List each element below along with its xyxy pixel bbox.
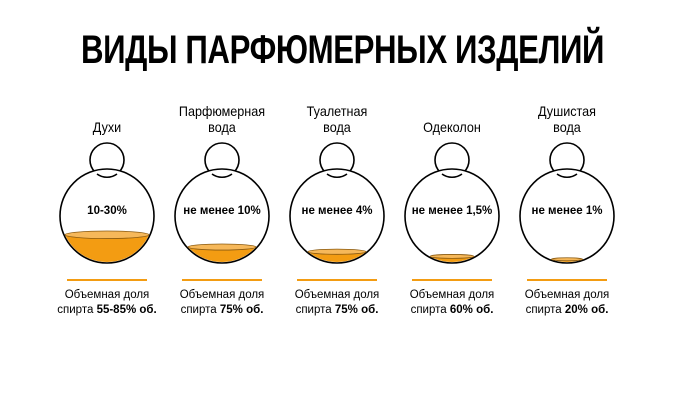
liquid-surface bbox=[429, 254, 475, 259]
alcohol-prefix: спирта bbox=[295, 304, 332, 316]
liquid-surface bbox=[307, 248, 367, 255]
flask-icon: 10-30% bbox=[59, 142, 155, 264]
concentration-label: не менее 10% bbox=[183, 205, 260, 217]
concentration-label: не менее 4% bbox=[302, 205, 373, 217]
alcohol-label: Объемная доля bbox=[294, 289, 380, 301]
alcohol-volume-text: Объемная доля спирта 75% об. bbox=[274, 288, 400, 318]
flask-icon: не менее 1,5% bbox=[404, 142, 500, 264]
flask-body bbox=[519, 168, 615, 264]
alcohol-prefix: спирта bbox=[57, 304, 94, 316]
page-title: ВИДЫ ПАРФЮМЕРНЫХ ИЗДЕЛИЙ bbox=[80, 28, 605, 72]
alcohol-prefix: спирта bbox=[525, 304, 562, 316]
alcohol-label: Объемная доля bbox=[524, 289, 610, 301]
flask-icon: не менее 10% bbox=[174, 142, 270, 264]
flask-neck-outline bbox=[441, 173, 463, 178]
alcohol-line: спирта 20% об. bbox=[504, 303, 630, 318]
perfume-name-line: вода bbox=[323, 119, 351, 135]
alcohol-volume-text: Объемная доля спирта 60% об. bbox=[389, 288, 515, 318]
perfume-name-line: Туалетная bbox=[306, 103, 368, 119]
perfume-name: Одеколон bbox=[401, 119, 504, 135]
flask-body bbox=[289, 168, 385, 264]
perfume-name: Духи bbox=[56, 119, 159, 135]
perfume-type-1: Духи 10-30% Объемная доля спирта 55-85% об. bbox=[50, 0, 164, 405]
alcohol-label: Объемная доля bbox=[179, 289, 265, 301]
divider bbox=[297, 279, 377, 281]
alcohol-label: Объемная доля bbox=[64, 289, 150, 301]
perfume-name: Туалетная вода bbox=[286, 103, 389, 135]
perfume-type-5: Душистая вода не менее 1% Объемная доля спир… bbox=[510, 0, 624, 405]
alcohol-line: спирта 75% об. bbox=[159, 303, 285, 318]
flask-icon: не менее 4% bbox=[289, 142, 385, 264]
perfume-type-4: Одеколон не менее 1,5% Объемная доля спирта… bbox=[395, 0, 509, 405]
concentration-label: не менее 1,5% bbox=[412, 205, 493, 217]
flask-neck-outline bbox=[556, 173, 578, 178]
alcohol-value: 75% об. bbox=[334, 304, 379, 316]
perfume-type-3: Туалетная вода не менее 4% Объемная доля спи… bbox=[280, 0, 394, 405]
liquid-fill bbox=[406, 256, 498, 262]
flask-neck-outline bbox=[96, 173, 118, 178]
flask-neck-outline bbox=[211, 173, 233, 178]
alcohol-volume-text: Объемная доля спирта 55-85% об. bbox=[44, 288, 170, 318]
flask-icon: не менее 1% bbox=[519, 142, 615, 264]
flask-neck-outline bbox=[326, 173, 348, 178]
alcohol-value: 75% об. bbox=[219, 304, 264, 316]
flask-body bbox=[174, 168, 270, 264]
alcohol-volume-text: Объемная доля спирта 20% об. bbox=[504, 288, 630, 318]
perfume-name-line: вода bbox=[208, 119, 236, 135]
liquid-surface bbox=[64, 230, 150, 239]
alcohol-volume-text: Объемная доля спирта 75% об. bbox=[159, 288, 285, 318]
alcohol-line: спирта 75% об. bbox=[274, 303, 400, 318]
liquid-surface bbox=[187, 243, 257, 251]
liquid-surface bbox=[550, 257, 584, 262]
perfume-name-line: Парфюмерная bbox=[178, 103, 266, 119]
alcohol-label: Объемная доля bbox=[409, 289, 495, 301]
perfume-name: Душистая вода bbox=[516, 103, 619, 135]
alcohol-value: 60% об. bbox=[449, 304, 494, 316]
divider bbox=[412, 279, 492, 281]
perfume-name-line: Духи bbox=[92, 119, 122, 135]
alcohol-line: спирта 55-85% об. bbox=[44, 303, 170, 318]
perfume-name: Парфюмерная вода bbox=[171, 103, 274, 135]
divider bbox=[182, 279, 262, 281]
perfume-name-line: Одеколон bbox=[423, 119, 481, 135]
alcohol-prefix: спирта bbox=[180, 304, 217, 316]
alcohol-line: спирта 60% об. bbox=[389, 303, 515, 318]
flask-body bbox=[404, 168, 500, 264]
divider bbox=[527, 279, 607, 281]
alcohol-value: 20% об. bbox=[564, 304, 609, 316]
alcohol-prefix: спирта bbox=[410, 304, 447, 316]
divider bbox=[67, 279, 147, 281]
concentration-label: не менее 1% bbox=[532, 205, 603, 217]
alcohol-value: 55-85% об. bbox=[96, 304, 157, 316]
liquid-fill bbox=[291, 251, 383, 262]
perfume-type-2: Парфюмерная вода не менее 10% Объемная доля… bbox=[165, 0, 279, 405]
concentration-label: 10-30% bbox=[87, 205, 127, 217]
perfume-name-line: вода bbox=[553, 119, 581, 135]
perfume-name-line: Душистая bbox=[537, 103, 597, 119]
